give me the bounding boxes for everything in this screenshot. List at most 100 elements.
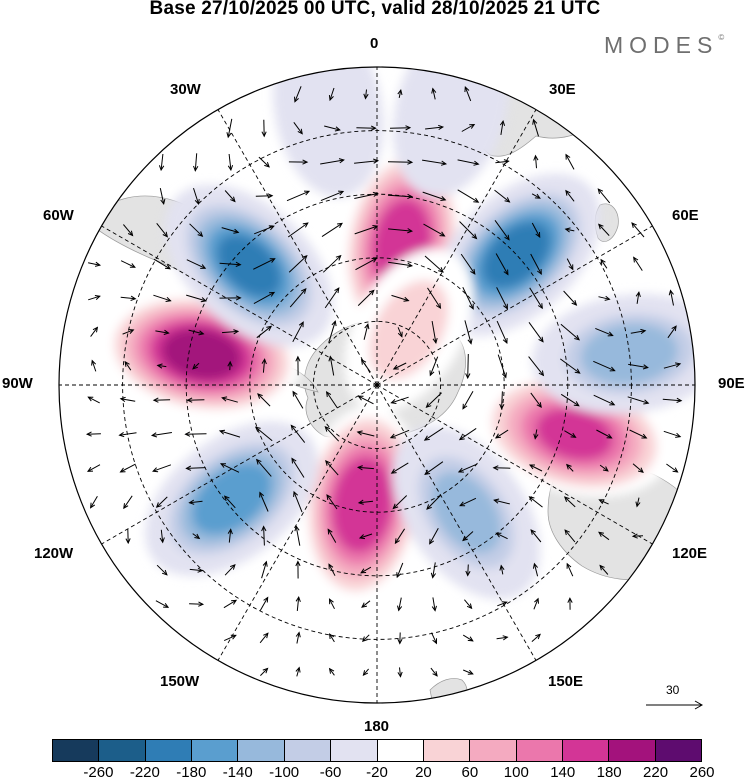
wind-arrow bbox=[497, 601, 508, 607]
wind-arrow bbox=[462, 390, 474, 410]
wind-arrow bbox=[123, 495, 133, 510]
wind-arrow bbox=[564, 227, 575, 233]
wind-arrow bbox=[593, 394, 616, 406]
wind-arrow bbox=[598, 531, 610, 541]
wind-arrow bbox=[566, 562, 574, 577]
wind-arrow bbox=[219, 463, 240, 473]
wind-arrow bbox=[254, 225, 275, 235]
wind-arrow bbox=[360, 566, 372, 574]
wind-arrow bbox=[295, 666, 301, 677]
wind-arrow bbox=[593, 360, 616, 372]
map-boundary bbox=[58, 66, 696, 704]
wind-arrow bbox=[458, 427, 477, 441]
wind-arrow bbox=[499, 391, 505, 410]
wind-arrow bbox=[356, 125, 377, 131]
wind-arrow bbox=[85, 431, 101, 437]
wind-arrow bbox=[430, 667, 438, 677]
wind-arrow bbox=[530, 253, 542, 276]
colorbar-tick-label: 260 bbox=[689, 764, 715, 781]
wind-arrow bbox=[391, 294, 410, 302]
wind-arrow bbox=[492, 465, 511, 471]
wind-arrow bbox=[560, 358, 581, 374]
wind-arrow bbox=[463, 669, 474, 675]
wind-arrow bbox=[320, 158, 345, 165]
wind-arrow bbox=[253, 291, 276, 305]
wind-arrow bbox=[295, 631, 301, 644]
wind-arrow bbox=[397, 88, 403, 99]
colorbar-tick-label: -140 bbox=[222, 764, 253, 781]
wind-arrow bbox=[155, 600, 170, 608]
colorbar-segment bbox=[562, 740, 610, 761]
wind-arrow bbox=[457, 463, 478, 473]
wind-arrow bbox=[328, 598, 335, 610]
wind-arrow bbox=[499, 119, 506, 135]
wind-arrow bbox=[596, 429, 613, 439]
wind-arrow bbox=[457, 189, 480, 203]
wind-arrow bbox=[358, 533, 373, 540]
wind-arrow bbox=[631, 222, 645, 238]
positive-anomaly bbox=[477, 371, 672, 497]
lon-label-0: 0 bbox=[370, 35, 379, 52]
wind-arrow bbox=[387, 159, 414, 165]
wind-arrow bbox=[360, 358, 371, 373]
wind-arrow bbox=[357, 289, 375, 306]
wind-arrow bbox=[424, 255, 444, 273]
wind-arrow bbox=[289, 288, 307, 308]
wind-arrow bbox=[387, 193, 414, 200]
wind-arrow bbox=[464, 599, 473, 610]
graticule bbox=[59, 67, 695, 703]
wind-arrow bbox=[389, 125, 412, 131]
colorbar-tick-label: 60 bbox=[461, 764, 479, 781]
wind-arrow bbox=[259, 632, 269, 644]
wind-arrow bbox=[294, 525, 301, 546]
wind-arrow bbox=[560, 323, 580, 341]
wind-arrow bbox=[430, 562, 437, 579]
wind-arrow bbox=[261, 525, 267, 546]
wind-arrow bbox=[324, 125, 341, 132]
anomaly-contour-fill bbox=[581, 323, 678, 385]
wind-arrow bbox=[560, 393, 580, 407]
colorbar-segment bbox=[53, 740, 100, 761]
wind-arrow bbox=[156, 222, 169, 238]
wind-arrow bbox=[189, 567, 204, 573]
wind-arrow bbox=[363, 323, 370, 340]
wind-arrow bbox=[666, 463, 679, 473]
wind-arrow bbox=[397, 632, 403, 645]
colorbar-segment bbox=[331, 740, 378, 761]
wind-arrow bbox=[663, 430, 682, 438]
wind-arrow bbox=[257, 393, 271, 407]
wind-arrow bbox=[88, 261, 102, 267]
wind-arrow bbox=[354, 225, 379, 235]
wind-arrow bbox=[564, 430, 577, 438]
wind-arrow bbox=[566, 463, 574, 472]
wind-arrow bbox=[630, 328, 647, 335]
wind-arrow bbox=[495, 253, 509, 276]
wind-arrow bbox=[528, 496, 543, 508]
wind-arrow bbox=[465, 564, 471, 577]
meridian-line bbox=[376, 225, 653, 386]
wind-arrow bbox=[627, 396, 650, 405]
wind-arrow bbox=[219, 261, 242, 267]
colorbar-tick-label: 100 bbox=[503, 764, 529, 781]
meridian-line bbox=[101, 384, 378, 545]
wind-arrow bbox=[356, 465, 374, 471]
wind-arrow bbox=[598, 295, 611, 301]
wind-arrow bbox=[422, 191, 447, 201]
wind-arrow bbox=[155, 496, 168, 508]
wind-arrow bbox=[324, 425, 340, 442]
wind-arrow bbox=[635, 291, 641, 304]
wind-arrow bbox=[227, 528, 233, 543]
colorbar-tick-label: -260 bbox=[83, 764, 114, 781]
wind-arrow bbox=[363, 89, 369, 100]
wind-arrow bbox=[287, 222, 309, 238]
wind-arrow bbox=[321, 222, 343, 238]
wind-arrow bbox=[431, 632, 437, 645]
wind-arrow bbox=[357, 395, 374, 405]
meridian-line bbox=[217, 384, 378, 661]
wind-arrow bbox=[88, 295, 101, 301]
wind-arrow bbox=[361, 600, 371, 608]
wind-arrow bbox=[496, 287, 508, 310]
colorbar-segment bbox=[377, 740, 424, 761]
wind-arrow bbox=[567, 597, 573, 610]
wind-arrow bbox=[457, 159, 480, 166]
